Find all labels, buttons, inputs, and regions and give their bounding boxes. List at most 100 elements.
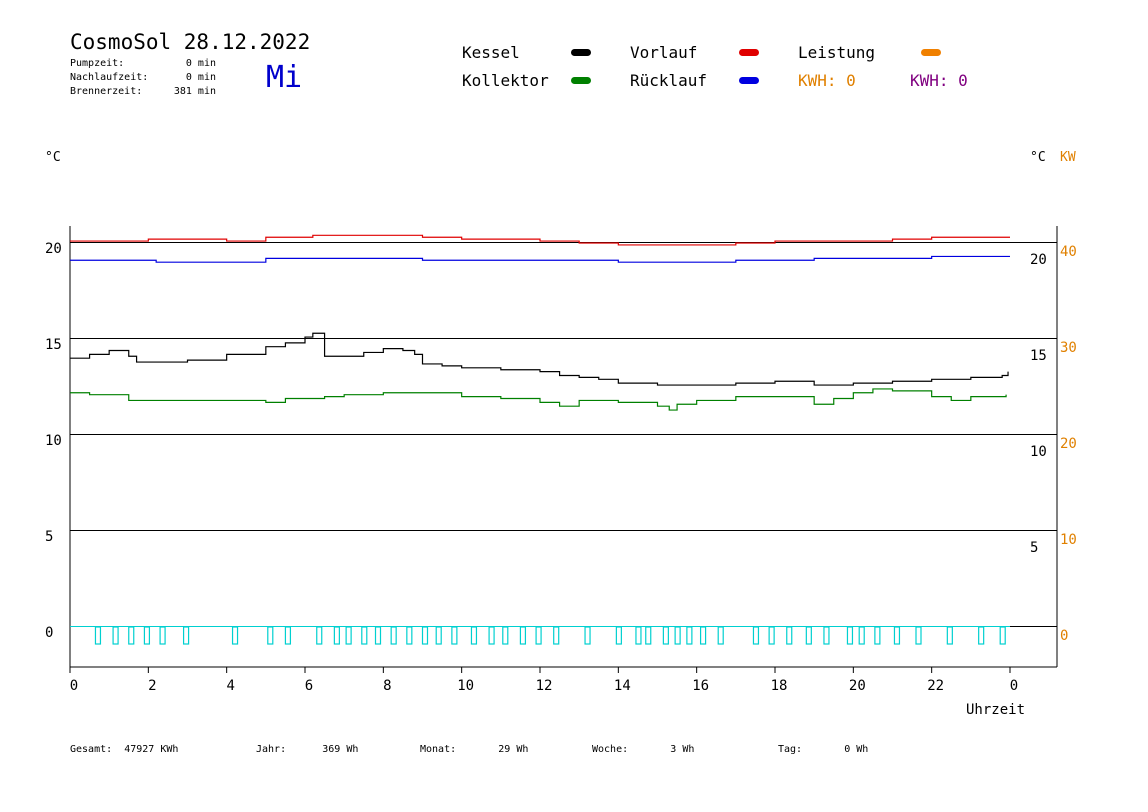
chart-title: CosmoSol 28.12.2022 (70, 30, 311, 54)
x-tick-label: 0 (1010, 678, 1018, 694)
burner-pulse (316, 626, 323, 645)
footer-value: 369 Wh (322, 744, 359, 755)
burner-pulse (535, 626, 542, 645)
y-tick-label-kw: 30 (1060, 340, 1077, 356)
footer-label: Jahr: (256, 744, 287, 755)
footer-value: 3 Wh (670, 744, 695, 755)
stat-value: 0 min (185, 58, 216, 69)
series-vorlauf (70, 234, 1010, 246)
y-tick-label-kw: 10 (1060, 532, 1077, 548)
x-tick-label: 22 (927, 678, 944, 694)
burner-pulse (846, 626, 854, 645)
x-tick-label: 14 (614, 678, 631, 694)
legend-label-kessel: Kessel (462, 43, 520, 62)
legend-swatch-ruecklauf (739, 77, 759, 84)
burner-pulse (584, 626, 591, 645)
stat-pumpzeit: Pumpzeit: 0 min (70, 58, 216, 69)
stat-label: Nachlaufzeit: (70, 72, 149, 83)
y-tick-label-right: 20 (1030, 252, 1047, 268)
burner-pulse (361, 626, 368, 645)
footer-value: 47927 KWh (124, 744, 179, 755)
legend-label-vorlauf: Vorlauf (630, 43, 698, 62)
burner-pulse (999, 626, 1006, 645)
x-tick-label: 10 (457, 678, 474, 694)
series-ruecklauf (70, 255, 1010, 263)
burner-pulse (786, 626, 793, 645)
burner-pulse (662, 626, 669, 645)
burner-pulse (686, 626, 693, 645)
burner-pulse (406, 626, 413, 645)
footer-monat: Monat: 29 Wh (420, 744, 528, 755)
x-tick-label: 8 (383, 678, 391, 694)
footer-woche: Woche: 3 Wh (592, 744, 694, 755)
x-tick-label: 6 (305, 678, 313, 694)
burner-pulse (128, 626, 135, 645)
stat-value: 0 min (185, 72, 216, 83)
footer-tag: Tag: 0 Wh (778, 744, 868, 755)
x-tick-label: 16 (692, 678, 709, 694)
weekday-label: Mi (266, 60, 303, 95)
burner-pulse (390, 626, 397, 645)
x-tick-label: 20 (849, 678, 866, 694)
burner-pulse (333, 626, 340, 645)
legend-swatch-kessel (571, 49, 591, 56)
legend-swatch-leistung (921, 49, 941, 56)
footer-value: 29 Wh (498, 744, 529, 755)
burner-pulse (978, 626, 985, 645)
burner-pulse (946, 626, 953, 645)
y-axis-right-kw-unit: KW (1060, 150, 1076, 165)
burner-pulse (752, 626, 760, 645)
kwh-orange-label: KWH: 0 (798, 71, 856, 90)
burner-pulse (421, 626, 429, 645)
x-tick-label: 4 (226, 678, 234, 694)
burner-pulse (645, 626, 652, 645)
burner-pulse (874, 626, 881, 645)
footer-label: Tag: (778, 744, 803, 755)
x-tick-label: 2 (148, 678, 156, 694)
y-tick-label-kw: 20 (1060, 436, 1077, 452)
burner-pulse (451, 626, 458, 645)
stat-brennerzeit: Brennerzeit: 381 min (70, 86, 216, 97)
legend-label-ruecklauf: Rücklauf (630, 71, 708, 90)
legend-swatch-kollektor (571, 77, 591, 84)
y-tick-label-right: 10 (1030, 444, 1047, 460)
y-tick-label-kw: 0 (1060, 628, 1068, 644)
y-tick-label-right: 15 (1030, 348, 1047, 364)
burner-pulse (635, 626, 642, 645)
x-axis-label: Uhrzeit (966, 702, 1026, 718)
burner-pulse (94, 626, 102, 645)
burner-pulse (143, 626, 151, 645)
burner-pulse (699, 626, 707, 645)
burner-pulse (284, 626, 292, 645)
burner-pulse (519, 626, 527, 645)
burner-pulse (435, 626, 442, 645)
burner-pulse (159, 626, 166, 645)
y-axis-left-unit: °C (45, 150, 61, 165)
footer-value: 0 Wh (844, 744, 869, 755)
x-tick-label: 12 (536, 678, 553, 694)
y-axis-right-unit: °C (1030, 150, 1046, 165)
y-tick-label-left: 20 (45, 241, 62, 257)
y-tick-label-left: 10 (45, 433, 62, 449)
burner-pulse (858, 626, 865, 645)
footer-jahr: Jahr: 369 Wh (256, 744, 358, 755)
stat-label: Pumpzeit: (70, 58, 125, 69)
burner-pulse (502, 626, 509, 645)
burner-pulse (374, 626, 382, 645)
legend-label-leistung: Leistung (798, 43, 876, 62)
burner-pulse (893, 626, 901, 645)
burner-pulse (231, 626, 239, 645)
y-tick-label-right: 5 (1030, 540, 1038, 556)
legend-label-kollektor: Kollektor (462, 71, 549, 90)
series-kessel (70, 332, 1009, 386)
burner-pulse (470, 626, 478, 645)
burner-pulse (768, 626, 775, 645)
kwh-purple-label: KWH: 0 (910, 71, 968, 90)
footer-gesamt: Gesamt: 47927 KWh (70, 744, 178, 755)
stat-nachlaufzeit: Nachlaufzeit: 0 min (70, 72, 216, 83)
legend-swatch-vorlauf (739, 49, 759, 56)
burner-pulse (488, 626, 495, 645)
footer-label: Gesamt: (70, 744, 113, 755)
burner-pulse (267, 626, 274, 645)
